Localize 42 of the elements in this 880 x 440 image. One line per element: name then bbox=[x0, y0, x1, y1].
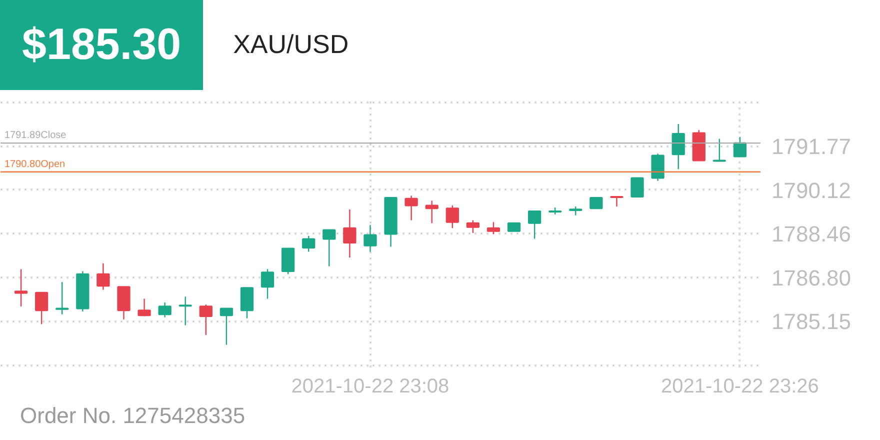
y-tick-label: 1790.12 bbox=[772, 178, 852, 203]
candlestick bbox=[712, 138, 726, 162]
candlestick bbox=[178, 296, 192, 326]
candlestick bbox=[610, 196, 624, 208]
candlestick bbox=[322, 229, 336, 267]
candlestick bbox=[240, 287, 254, 319]
ref-line-label: 1791.89Close bbox=[4, 130, 67, 142]
candlestick bbox=[220, 308, 234, 346]
candlestick bbox=[672, 123, 685, 170]
candlestick bbox=[56, 282, 69, 315]
candlestick bbox=[35, 292, 48, 325]
text: Order No. 1275428335 bbox=[19, 402, 246, 430]
candlestick bbox=[138, 298, 151, 317]
candlestick bbox=[404, 195, 418, 221]
y-tick-label: 1785.15 bbox=[772, 309, 852, 334]
candlestick bbox=[117, 286, 130, 320]
x-tick-label: 2021-10-22 23:08 bbox=[291, 376, 450, 398]
candlestick bbox=[651, 153, 664, 182]
chart-title: XAU/USD bbox=[233, 28, 349, 62]
candlestick bbox=[528, 210, 542, 240]
candlestick bbox=[14, 268, 28, 308]
candlestick bbox=[343, 208, 356, 258]
candlestick bbox=[446, 204, 459, 229]
candlestick bbox=[466, 220, 480, 234]
candlestick bbox=[590, 197, 603, 210]
candlestick bbox=[302, 235, 316, 252]
candlestick bbox=[96, 262, 110, 290]
candlestick bbox=[733, 136, 747, 158]
ref-line-label: 1790.80Open bbox=[4, 158, 66, 170]
y-tick-label: 1791.77 bbox=[772, 134, 852, 160]
y-tick-label: 1788.46 bbox=[772, 222, 852, 247]
candlestick bbox=[199, 304, 212, 336]
text: $185.30 bbox=[0, 0, 204, 90]
y-tick-label: 1786.80 bbox=[772, 266, 852, 291]
x-tick-label: 2021-10-22 23:26 bbox=[661, 376, 819, 398]
candlestick bbox=[364, 224, 377, 252]
candlestick bbox=[282, 248, 295, 275]
candlestick bbox=[486, 222, 500, 235]
candlestick bbox=[158, 302, 172, 318]
candlestick bbox=[425, 200, 438, 224]
candlestick bbox=[630, 177, 644, 198]
candlestick bbox=[260, 268, 274, 300]
